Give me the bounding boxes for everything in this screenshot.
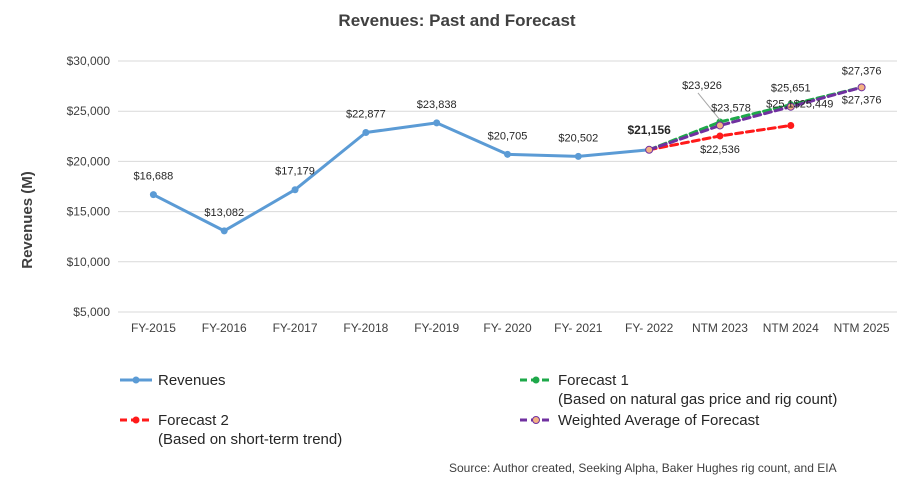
chart-title: Revenues: Past and Forecast [338, 11, 575, 30]
x-tick-label: NTM 2024 [763, 321, 819, 335]
legend-sublabel-forecast1: (Based on natural gas price and rig coun… [558, 391, 837, 408]
data-point-forecast2 [716, 132, 724, 140]
data-point-revenues [433, 119, 441, 127]
data-label-revenues: $17,179 [275, 166, 315, 178]
data-point-forecast-origin [645, 145, 654, 154]
data-label-revenues: $23,838 [417, 99, 457, 111]
data-label-revenues: $22,877 [346, 109, 386, 121]
data-label-weighted: $23,578 [711, 102, 751, 114]
data-point-revenues [504, 150, 511, 158]
legend-item-weighted-average[interactable]: Weighted Average of Forecast [520, 412, 760, 429]
legend-sublabel-forecast2: (Based on short-term trend) [158, 431, 342, 448]
x-tick-label: FY-2016 [202, 321, 247, 335]
data-point-revenues [574, 152, 582, 160]
data-label-revenues: $16,688 [134, 171, 174, 183]
y-tick-label: $10,000 [67, 255, 111, 269]
legend-label-weighted-average: Weighted Average of Forecast [558, 412, 760, 429]
x-tick-label: NTM 2025 [834, 321, 890, 335]
data-point-weighted [786, 102, 795, 111]
x-tick-label: FY-2019 [414, 321, 459, 335]
x-axis-tick-labels: FY-2015 FY-2016 FY-2017 FY-2018 FY-2019 FY- 2… [131, 321, 890, 335]
data-label-overlap: $25,1$25,449 [766, 99, 833, 111]
legend: Revenues Forecast 1 (Based on natural ga… [120, 372, 837, 448]
x-tick-label: NTM 2023 [692, 321, 748, 335]
y-axis-tick-labels: $5,000 $10,000 $15,000 $20,000 $25,000 $30,00… [67, 54, 111, 319]
series-line-weighted [647, 85, 864, 152]
gridlines [118, 60, 897, 313]
data-label-forecast1: $23,926 [682, 80, 722, 92]
data-label-forecast2: $22,536 [700, 144, 740, 156]
leader-line [697, 92, 721, 121]
data-label-forecast1: $25,651 [771, 83, 811, 95]
x-tick-label: FY-2018 [343, 321, 388, 335]
legend-item-revenues[interactable]: Revenues [120, 372, 226, 389]
y-tick-label: $20,000 [67, 154, 111, 168]
x-tick-label: FY- 2021 [554, 321, 603, 335]
legend-item-forecast1[interactable]: Forecast 1 (Based on natural gas price a… [520, 372, 837, 408]
y-tick-label: $25,000 [67, 104, 111, 118]
source-note: Source: Author created, Seeking Alpha, B… [449, 461, 837, 475]
series-markers [149, 83, 866, 235]
data-point-forecast2 [787, 121, 795, 129]
data-point-revenues [362, 129, 370, 137]
legend-item-forecast2[interactable]: Forecast 2 (Based on short-term trend) [120, 412, 342, 448]
legend-label-revenues: Revenues [158, 372, 226, 389]
x-tick-label: FY- 2022 [625, 321, 674, 335]
data-label-revenues: $20,705 [488, 130, 528, 142]
data-point-revenues [291, 186, 299, 194]
data-label-forecast1: $27,376 [842, 65, 882, 77]
data-point-weighted [715, 121, 724, 130]
x-tick-label: FY- 2020 [483, 321, 532, 335]
data-label-revenues: $13,082 [204, 207, 244, 219]
data-point-revenues [220, 227, 228, 235]
series-line-revenues [151, 121, 651, 233]
y-tick-label: $5,000 [73, 305, 110, 319]
legend-label-forecast2: Forecast 2 [158, 412, 229, 429]
data-labels: $16,688 $13,082 $17,179 $22,877 $23,838 $20,7… [134, 65, 882, 219]
data-label-revenues: $21,156 [627, 123, 671, 137]
legend-label-forecast1: Forecast 1 [558, 372, 629, 389]
y-tick-label: $15,000 [67, 205, 111, 219]
data-point-weighted [857, 83, 866, 92]
y-axis-title: Revenues (M) [19, 171, 36, 269]
x-tick-label: FY-2015 [131, 321, 176, 335]
data-point-revenues [149, 191, 157, 199]
data-label-weighted: $27,376 [842, 94, 882, 106]
series-line-forecast1 [647, 85, 864, 152]
data-label-revenues: $20,502 [558, 132, 598, 144]
y-tick-label: $30,000 [67, 54, 111, 68]
x-tick-label: FY-2017 [273, 321, 318, 335]
series-lines [151, 85, 864, 233]
